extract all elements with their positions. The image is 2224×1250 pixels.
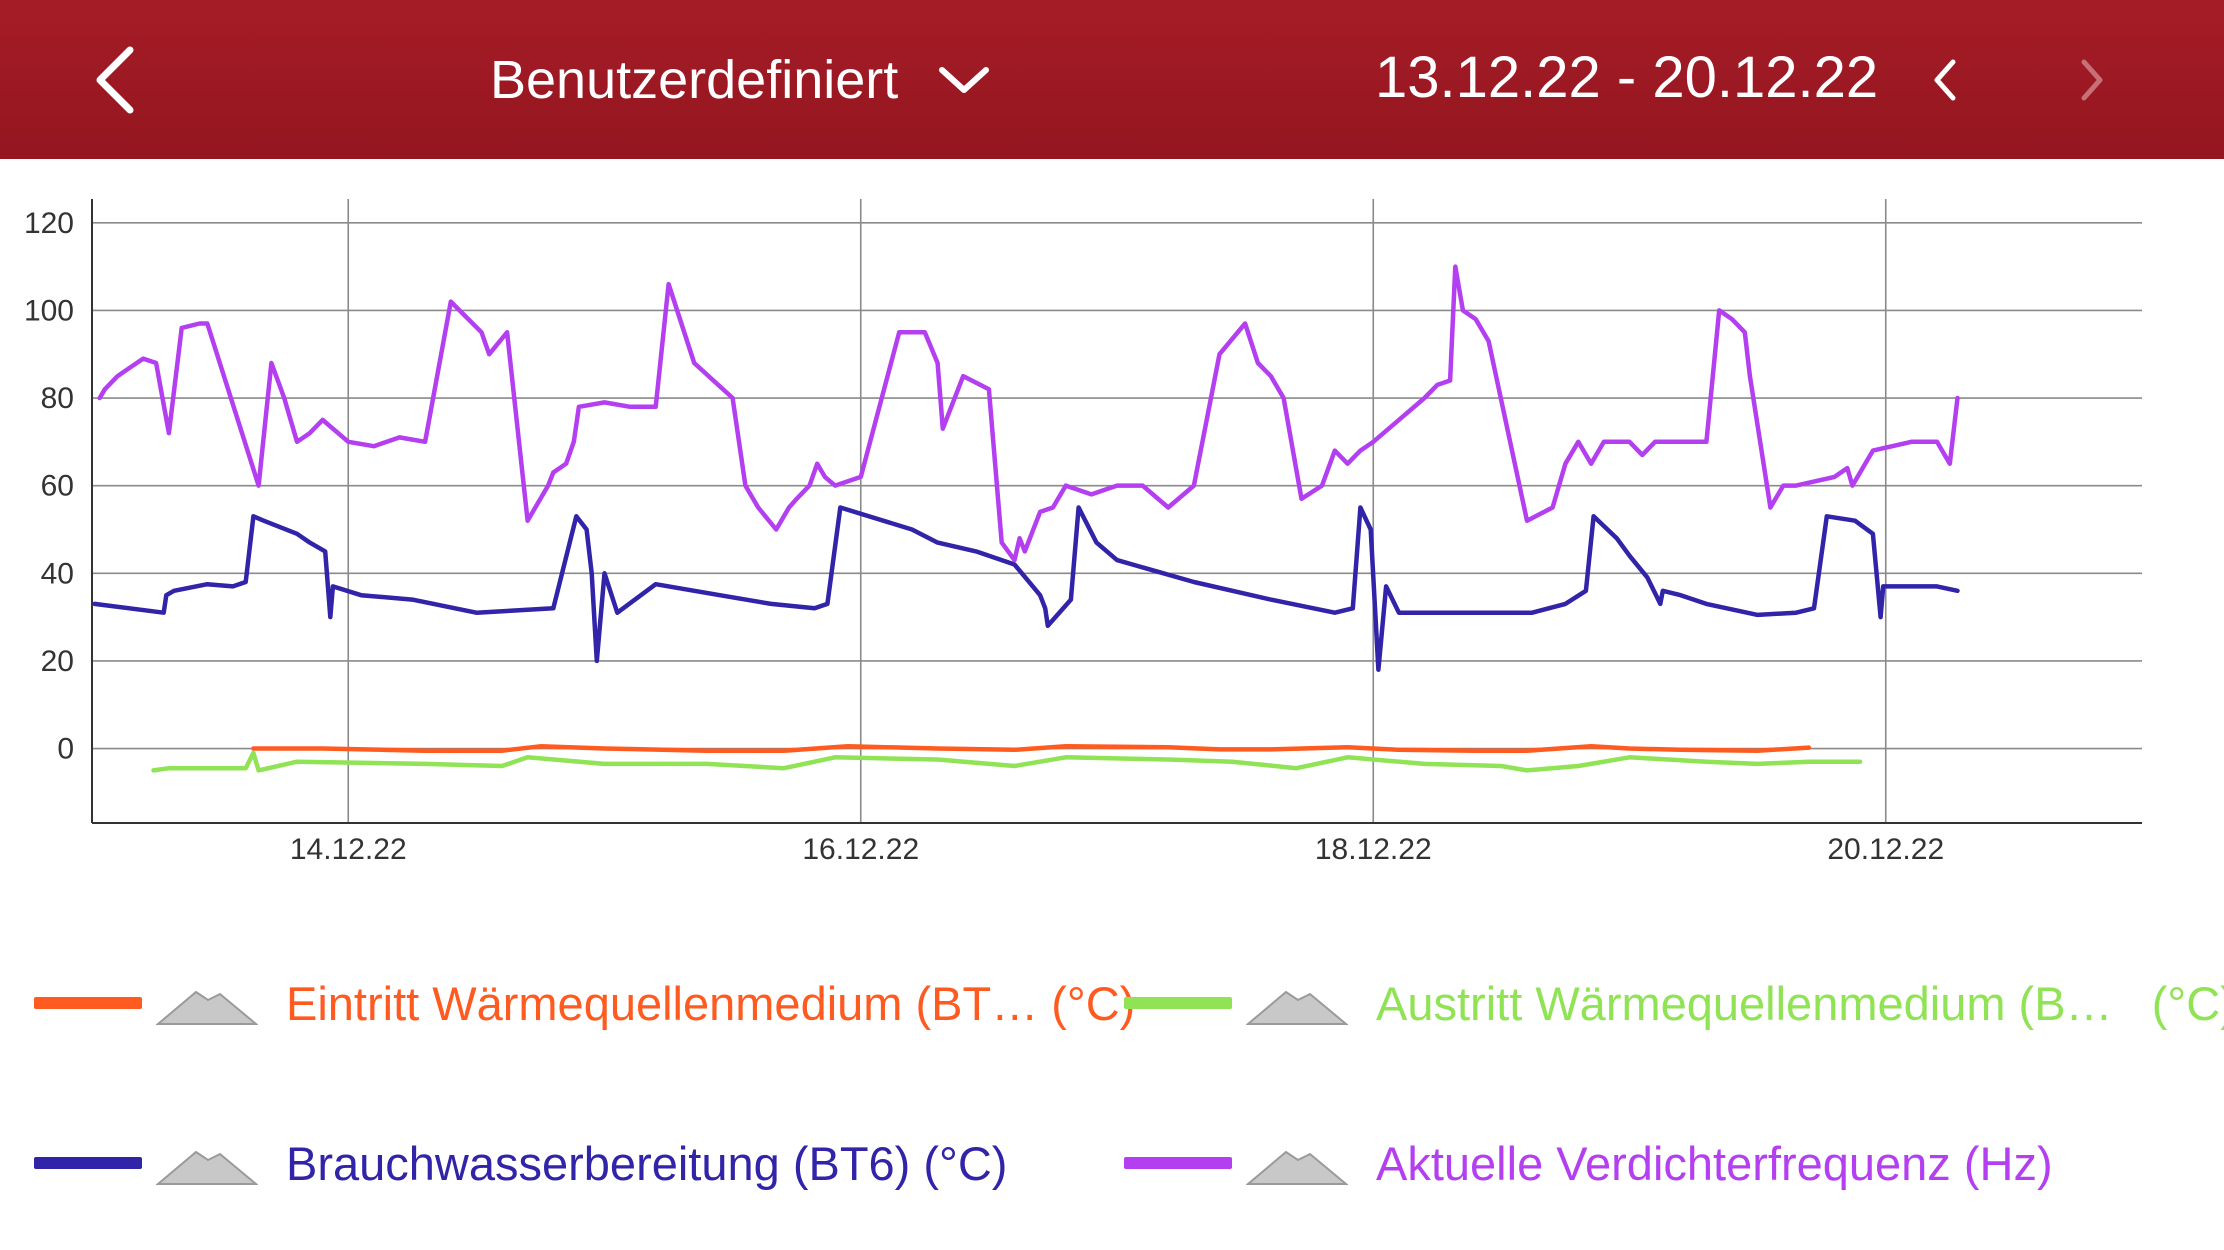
area-toggle-icon[interactable] (1246, 1138, 1348, 1188)
y-tick-label: 40 (41, 557, 74, 590)
legend-line (1124, 997, 1232, 1009)
legend-label: Brauchwasserbereitung (BT6) (°C) (286, 1136, 1008, 1190)
series-line-0 (251, 744, 1812, 753)
x-tick-label: 20.12.22 (1827, 833, 1944, 866)
legend-item-austritt[interactable]: Austritt Wärmequellenmedium (B… (°C) (1124, 963, 2224, 1043)
legend-label: Eintritt Wärmequellenmedium (BT… (°C) (286, 976, 1136, 1030)
next-period-button[interactable] (2072, 50, 2112, 110)
date-range-label: 13.12.22 - 20.12.22 (1375, 45, 1879, 110)
series-line-3 (97, 264, 1960, 563)
range-label: Benutzerdefiniert (490, 50, 899, 110)
chevron-left-icon (96, 46, 134, 114)
y-tick-label: 20 (41, 645, 74, 678)
chevron-down-icon (939, 67, 990, 93)
area-toggle-icon[interactable] (1246, 978, 1348, 1028)
app-header: Benutzerdefiniert 13.12.22 - 20.12.22 (0, 0, 2224, 159)
legend-line (1124, 1157, 1232, 1169)
chevron-right-icon (2081, 59, 2103, 101)
legend-item-eintritt[interactable]: Eintritt Wärmequellenmedium (BT… (°C) (34, 963, 1135, 1043)
x-tick-label: 18.12.22 (1315, 833, 1432, 866)
legend-item-verdichterfrequenz[interactable]: Aktuelle Verdichterfrequenz (Hz) (1124, 1123, 2053, 1203)
legend-label: Austritt Wärmequellenmedium (B… (°C) (1376, 976, 2224, 1030)
series-line-1 (151, 750, 1863, 773)
previous-period-button[interactable] (1925, 50, 1965, 110)
legend-line (34, 997, 142, 1009)
y-tick-label: 0 (57, 733, 74, 766)
y-tick-label: 120 (24, 207, 74, 240)
area-toggle-icon[interactable] (156, 978, 258, 1028)
y-tick-label: 100 (24, 294, 74, 327)
x-tick-label: 14.12.22 (290, 833, 407, 866)
chevron-left-icon (1934, 59, 1956, 101)
legend-label: Aktuelle Verdichterfrequenz (Hz) (1376, 1136, 2053, 1190)
range-dropdown[interactable]: Benutzerdefiniert (490, 40, 994, 120)
legend-line (34, 1157, 142, 1169)
series-line-2 (92, 505, 1960, 672)
legend-item-brauchwasser[interactable]: Brauchwasserbereitung (BT6) (°C) (34, 1123, 1007, 1203)
y-tick-label: 60 (41, 470, 74, 503)
y-tick-label: 80 (41, 382, 74, 415)
x-tick-label: 16.12.22 (802, 833, 919, 866)
history-chart: 120 100 80 60 40 20 0 14.12.22 16.12.22 18.12.22 2… (24, 199, 2142, 866)
area-toggle-icon[interactable] (156, 1138, 258, 1188)
back-button[interactable] (80, 30, 160, 130)
